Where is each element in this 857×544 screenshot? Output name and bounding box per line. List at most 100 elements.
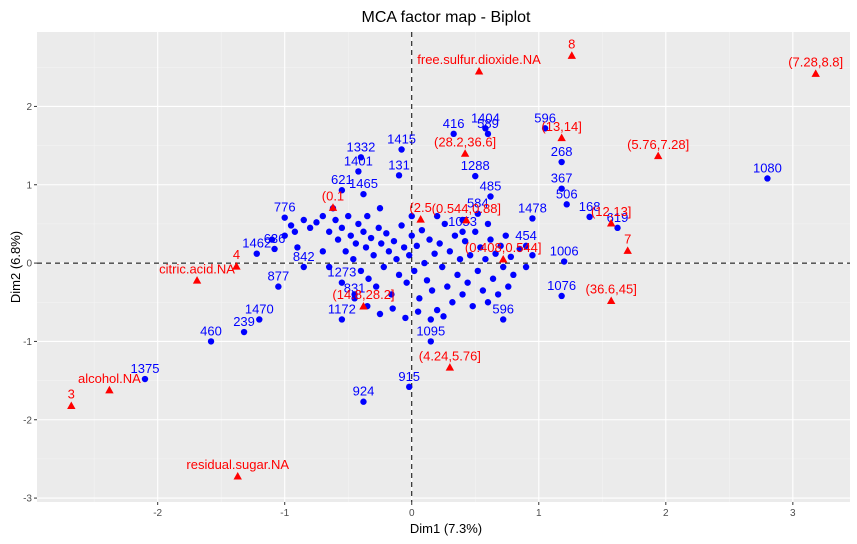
individual-label: 776	[274, 200, 296, 215]
individual-point	[338, 279, 346, 286]
individual-label: 367	[551, 171, 573, 186]
individual-point	[385, 248, 393, 255]
x-tick-label: 1	[536, 508, 542, 519]
category-triangle	[606, 296, 616, 305]
y-tick-label: 2	[26, 102, 32, 113]
category-label: residual.sugar.NA	[186, 457, 289, 472]
individual-point	[529, 252, 536, 259]
y-tick-label: -1	[23, 337, 32, 348]
individual-596: 596	[492, 301, 514, 323]
individual-1478: 1478	[518, 200, 547, 222]
individual-point	[325, 228, 333, 235]
individual-1401: 1401	[344, 153, 373, 175]
category-triangle	[567, 51, 577, 59]
individual-point	[541, 125, 549, 132]
individual-point	[479, 287, 487, 294]
individual-point	[416, 295, 423, 302]
category-triangle	[499, 254, 508, 263]
individual-point	[461, 237, 469, 245]
category-label: (0.408,0.544]	[465, 240, 542, 255]
category-(5.76,7.28]: (5.76,7.28]	[627, 137, 689, 160]
individual-point	[440, 313, 447, 320]
individual-point	[516, 245, 523, 253]
individual-point	[360, 228, 367, 235]
individual-506: 506	[556, 186, 578, 208]
category-(36.6,45]: (36.6,45]	[586, 282, 637, 305]
individual-454: 454	[515, 228, 537, 250]
individual-point	[395, 172, 403, 179]
individual-label: 1462	[242, 236, 271, 251]
y-tick-label: -3	[23, 494, 32, 505]
individual-131: 131	[388, 157, 410, 179]
individual-point	[586, 213, 593, 221]
category-label: (4.24,5.76]	[419, 348, 481, 363]
individual-label: 596	[534, 110, 556, 125]
individual-point	[500, 316, 507, 323]
individual-point	[502, 232, 509, 239]
individual-label: 1172	[328, 301, 356, 316]
individual-label: 1095	[416, 323, 445, 338]
individual-point	[522, 242, 530, 250]
individual-point	[271, 245, 278, 253]
category-triangle	[474, 66, 484, 75]
category-label: 3	[68, 387, 75, 402]
individual-point	[560, 258, 568, 265]
individual-point	[436, 240, 443, 247]
individual-point	[469, 302, 476, 310]
individual-point	[459, 291, 466, 298]
individual-point	[406, 383, 413, 391]
category-label: (28.2,36.6]	[434, 134, 496, 149]
individual-point	[487, 236, 494, 243]
individual-point	[352, 240, 360, 247]
individual-point	[433, 212, 441, 220]
individual-label: 1053	[448, 214, 477, 229]
category-4: 4	[232, 247, 241, 270]
individual-point	[350, 255, 357, 263]
individual-1415: 1415	[387, 132, 416, 153]
individual-label: 584	[467, 196, 489, 211]
category-(13,14]: (13,14]	[541, 119, 582, 142]
individual-point	[558, 158, 565, 166]
category-triangle	[460, 149, 470, 157]
category-(0.408,0.544]: (0.408,0.544]	[465, 240, 542, 263]
individual-label: 831	[344, 280, 366, 295]
reference-lines	[37, 32, 850, 502]
individual-point	[395, 271, 403, 279]
individual-point	[360, 190, 367, 198]
category-triangle	[328, 203, 338, 211]
individual-point	[474, 210, 481, 217]
category-points: 8 (7.28,8.8] free.sulfur.dioxide.NA (13,14]…	[67, 37, 843, 480]
category-triangle	[445, 363, 455, 371]
individual-877: 877	[268, 269, 289, 290]
individual-point	[334, 236, 342, 243]
individual-label: 1273	[327, 265, 356, 280]
individual-point	[522, 263, 530, 271]
x-axis-ticks: -2 -1 0 1 2 3	[153, 502, 796, 519]
individual-596: 596	[534, 110, 556, 132]
individual-label: 131	[388, 157, 410, 172]
category-label: (14.8,28.2]	[332, 287, 394, 302]
individual-point	[338, 224, 346, 232]
individual-point	[357, 154, 365, 161]
individual-460: 460	[200, 323, 222, 345]
individual-589: 589	[477, 116, 499, 138]
individual-label: 454	[515, 228, 537, 243]
individual-239: 239	[233, 314, 255, 336]
individual-point	[482, 255, 489, 263]
individual-point	[357, 267, 365, 275]
individual-point	[510, 271, 517, 279]
individual-label: 1401	[344, 153, 373, 168]
individual-point	[464, 279, 471, 286]
individual-point	[275, 283, 282, 290]
individual-point	[291, 228, 299, 235]
individual-point	[338, 187, 346, 194]
individual-point	[398, 222, 405, 229]
individual-point	[529, 215, 536, 222]
individual-point	[313, 219, 320, 226]
individual-point	[456, 255, 464, 263]
category-residual.sugar.NA: residual.sugar.NA	[186, 457, 289, 480]
individual-point	[459, 228, 466, 235]
individual-point	[451, 232, 459, 239]
category-label: (7.28,8.8]	[788, 55, 843, 70]
